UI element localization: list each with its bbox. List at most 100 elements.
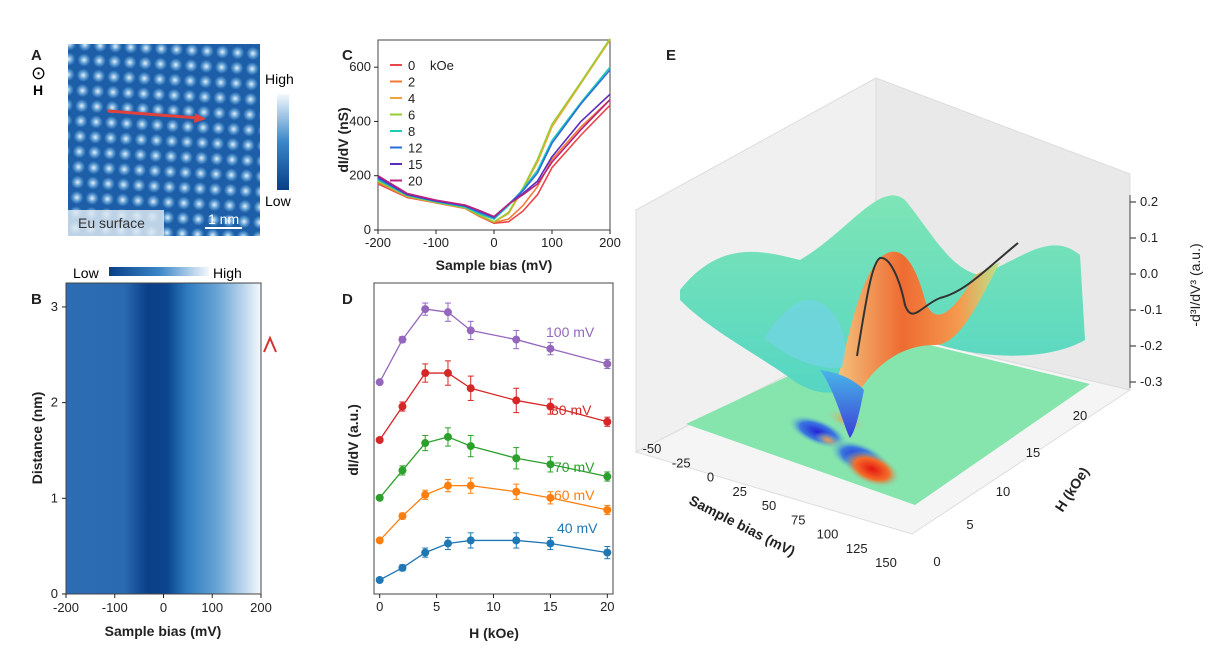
data-point <box>443 308 452 317</box>
linecut-arrow <box>107 109 199 120</box>
panel-b-ytick-label: 0 <box>51 586 58 601</box>
panel-d-xtick-label: 0 <box>376 599 383 614</box>
series-line-60-mV <box>379 485 608 541</box>
data-point <box>466 536 475 545</box>
data-point <box>398 402 407 411</box>
panel-e-ytick-label: 0 <box>933 554 940 569</box>
panel-e-xtick-label: 50 <box>762 498 776 513</box>
data-point <box>421 439 430 448</box>
data-point <box>398 335 407 344</box>
panel-c-xlabel: Sample bias (mV) <box>436 257 553 273</box>
legend-label-8: 8 <box>408 124 415 139</box>
surface-depression <box>764 299 845 369</box>
panel-c-xtick-label: -100 <box>423 235 449 250</box>
panel-e-xtick-label: 75 <box>791 512 805 527</box>
legend-label-0: 0 <box>408 58 415 73</box>
panel-b: B Low High -200 -100 0 100 200 0 1 2 3 Sample b… <box>29 265 277 639</box>
panel-a: A ⊙ H Eu surface 1 nm High Low <box>31 44 294 236</box>
data-point <box>466 326 475 335</box>
panel-d-label: D <box>342 291 353 308</box>
panel-e-xtick-label: 150 <box>875 555 897 570</box>
panel-c-xtick-label: 100 <box>541 235 563 250</box>
panel-c-label: C <box>342 47 353 64</box>
colorbar-b <box>109 267 209 276</box>
data-point <box>603 417 612 426</box>
data-point <box>466 384 475 393</box>
data-point <box>512 536 521 545</box>
data-point <box>546 539 555 548</box>
data-point <box>546 402 555 411</box>
data-point <box>375 493 384 502</box>
legend-label-12: 12 <box>408 141 422 156</box>
series-line-40-mV <box>379 539 608 581</box>
data-point <box>421 490 430 499</box>
panel-c-ytick-label: 200 <box>349 168 371 183</box>
stm-topography-image <box>68 44 260 236</box>
data-point <box>603 506 612 514</box>
colorbar-b-low: Low <box>73 265 100 281</box>
legend-unit: kOe <box>430 58 454 73</box>
data-point <box>398 512 407 521</box>
data-point <box>603 472 612 481</box>
panel-b-yticks: 0 1 2 3 <box>51 299 66 601</box>
floor-blob-red <box>843 450 901 488</box>
panel-d-xtick-label: 10 <box>486 599 500 614</box>
panel-b-xlabel: Sample bias (mV) <box>105 623 222 639</box>
data-point <box>512 487 521 496</box>
panel-b-ytick-label: 3 <box>51 299 58 314</box>
panel-e-axes: -50 -25 0 25 50 75 100 125 150 0 5 10 15 20 0.2 0.1 0.0 -… <box>643 194 1163 570</box>
data-point <box>512 454 521 463</box>
panel-c-ylabel: dI/dV (nS) <box>335 107 351 172</box>
panel-b-ytick-label: 2 <box>51 395 58 410</box>
legend-label-2: 2 <box>408 75 415 90</box>
panel-e-ztick-label: -0.3 <box>1140 374 1162 389</box>
surface-label-bg <box>68 210 164 236</box>
surface-label: Eu surface <box>78 215 145 231</box>
data-point <box>603 548 612 557</box>
panel-b-xtick-label: -200 <box>53 600 79 615</box>
panel-e-xtick-label: 125 <box>846 541 868 556</box>
panel-d-ylabel: dI/dV (a.u.) <box>345 404 361 476</box>
surface-valley <box>820 370 864 438</box>
field-out-of-plane-icon: ⊙ <box>31 63 46 83</box>
panel-d-xlabel: H (kOe) <box>469 625 519 641</box>
data-point <box>512 396 521 405</box>
panel-d-xtick-label: 15 <box>543 599 557 614</box>
panel-e-ztick-label: 0.1 <box>1140 230 1158 245</box>
legend-label-6: 6 <box>408 108 415 123</box>
series-line-20-koe <box>377 99 611 218</box>
panel-b-ytick-label: 1 <box>51 490 58 505</box>
field-label: H <box>33 82 43 98</box>
data-point <box>443 481 452 490</box>
data-point <box>546 344 555 353</box>
panel-e-ztick-label: 0.2 <box>1140 194 1158 209</box>
data-point <box>375 576 384 584</box>
panel-e-ylabel: H (kOe) <box>1052 464 1093 514</box>
panel-e-label: E <box>666 47 676 64</box>
panel-c-ytick-label: 0 <box>364 222 371 237</box>
panel-e-ytick-label: 15 <box>1026 445 1040 460</box>
spectral-linecut-map <box>66 283 261 594</box>
panel-b-xtick-label: 200 <box>250 600 272 615</box>
panel-d-xtick-label: 5 <box>433 599 440 614</box>
panel-e-ytick-label: 5 <box>966 517 973 532</box>
data-point <box>421 369 430 378</box>
colorbar-a-low: Low <box>265 193 292 209</box>
panel-d-xtick-label: 20 <box>600 599 614 614</box>
linecut-arrow-head <box>194 113 206 123</box>
panel-a-label: A <box>31 47 42 64</box>
data-point <box>466 442 475 451</box>
legend-label-20: 20 <box>408 174 422 189</box>
data-point <box>512 335 521 344</box>
data-point <box>603 359 612 368</box>
panel-b-xtick-label: -100 <box>102 600 128 615</box>
colorbar-a-high: High <box>265 71 294 87</box>
data-point <box>421 548 430 557</box>
series-line-80-mV <box>379 372 608 441</box>
data-point <box>443 432 452 441</box>
data-point <box>375 436 384 444</box>
